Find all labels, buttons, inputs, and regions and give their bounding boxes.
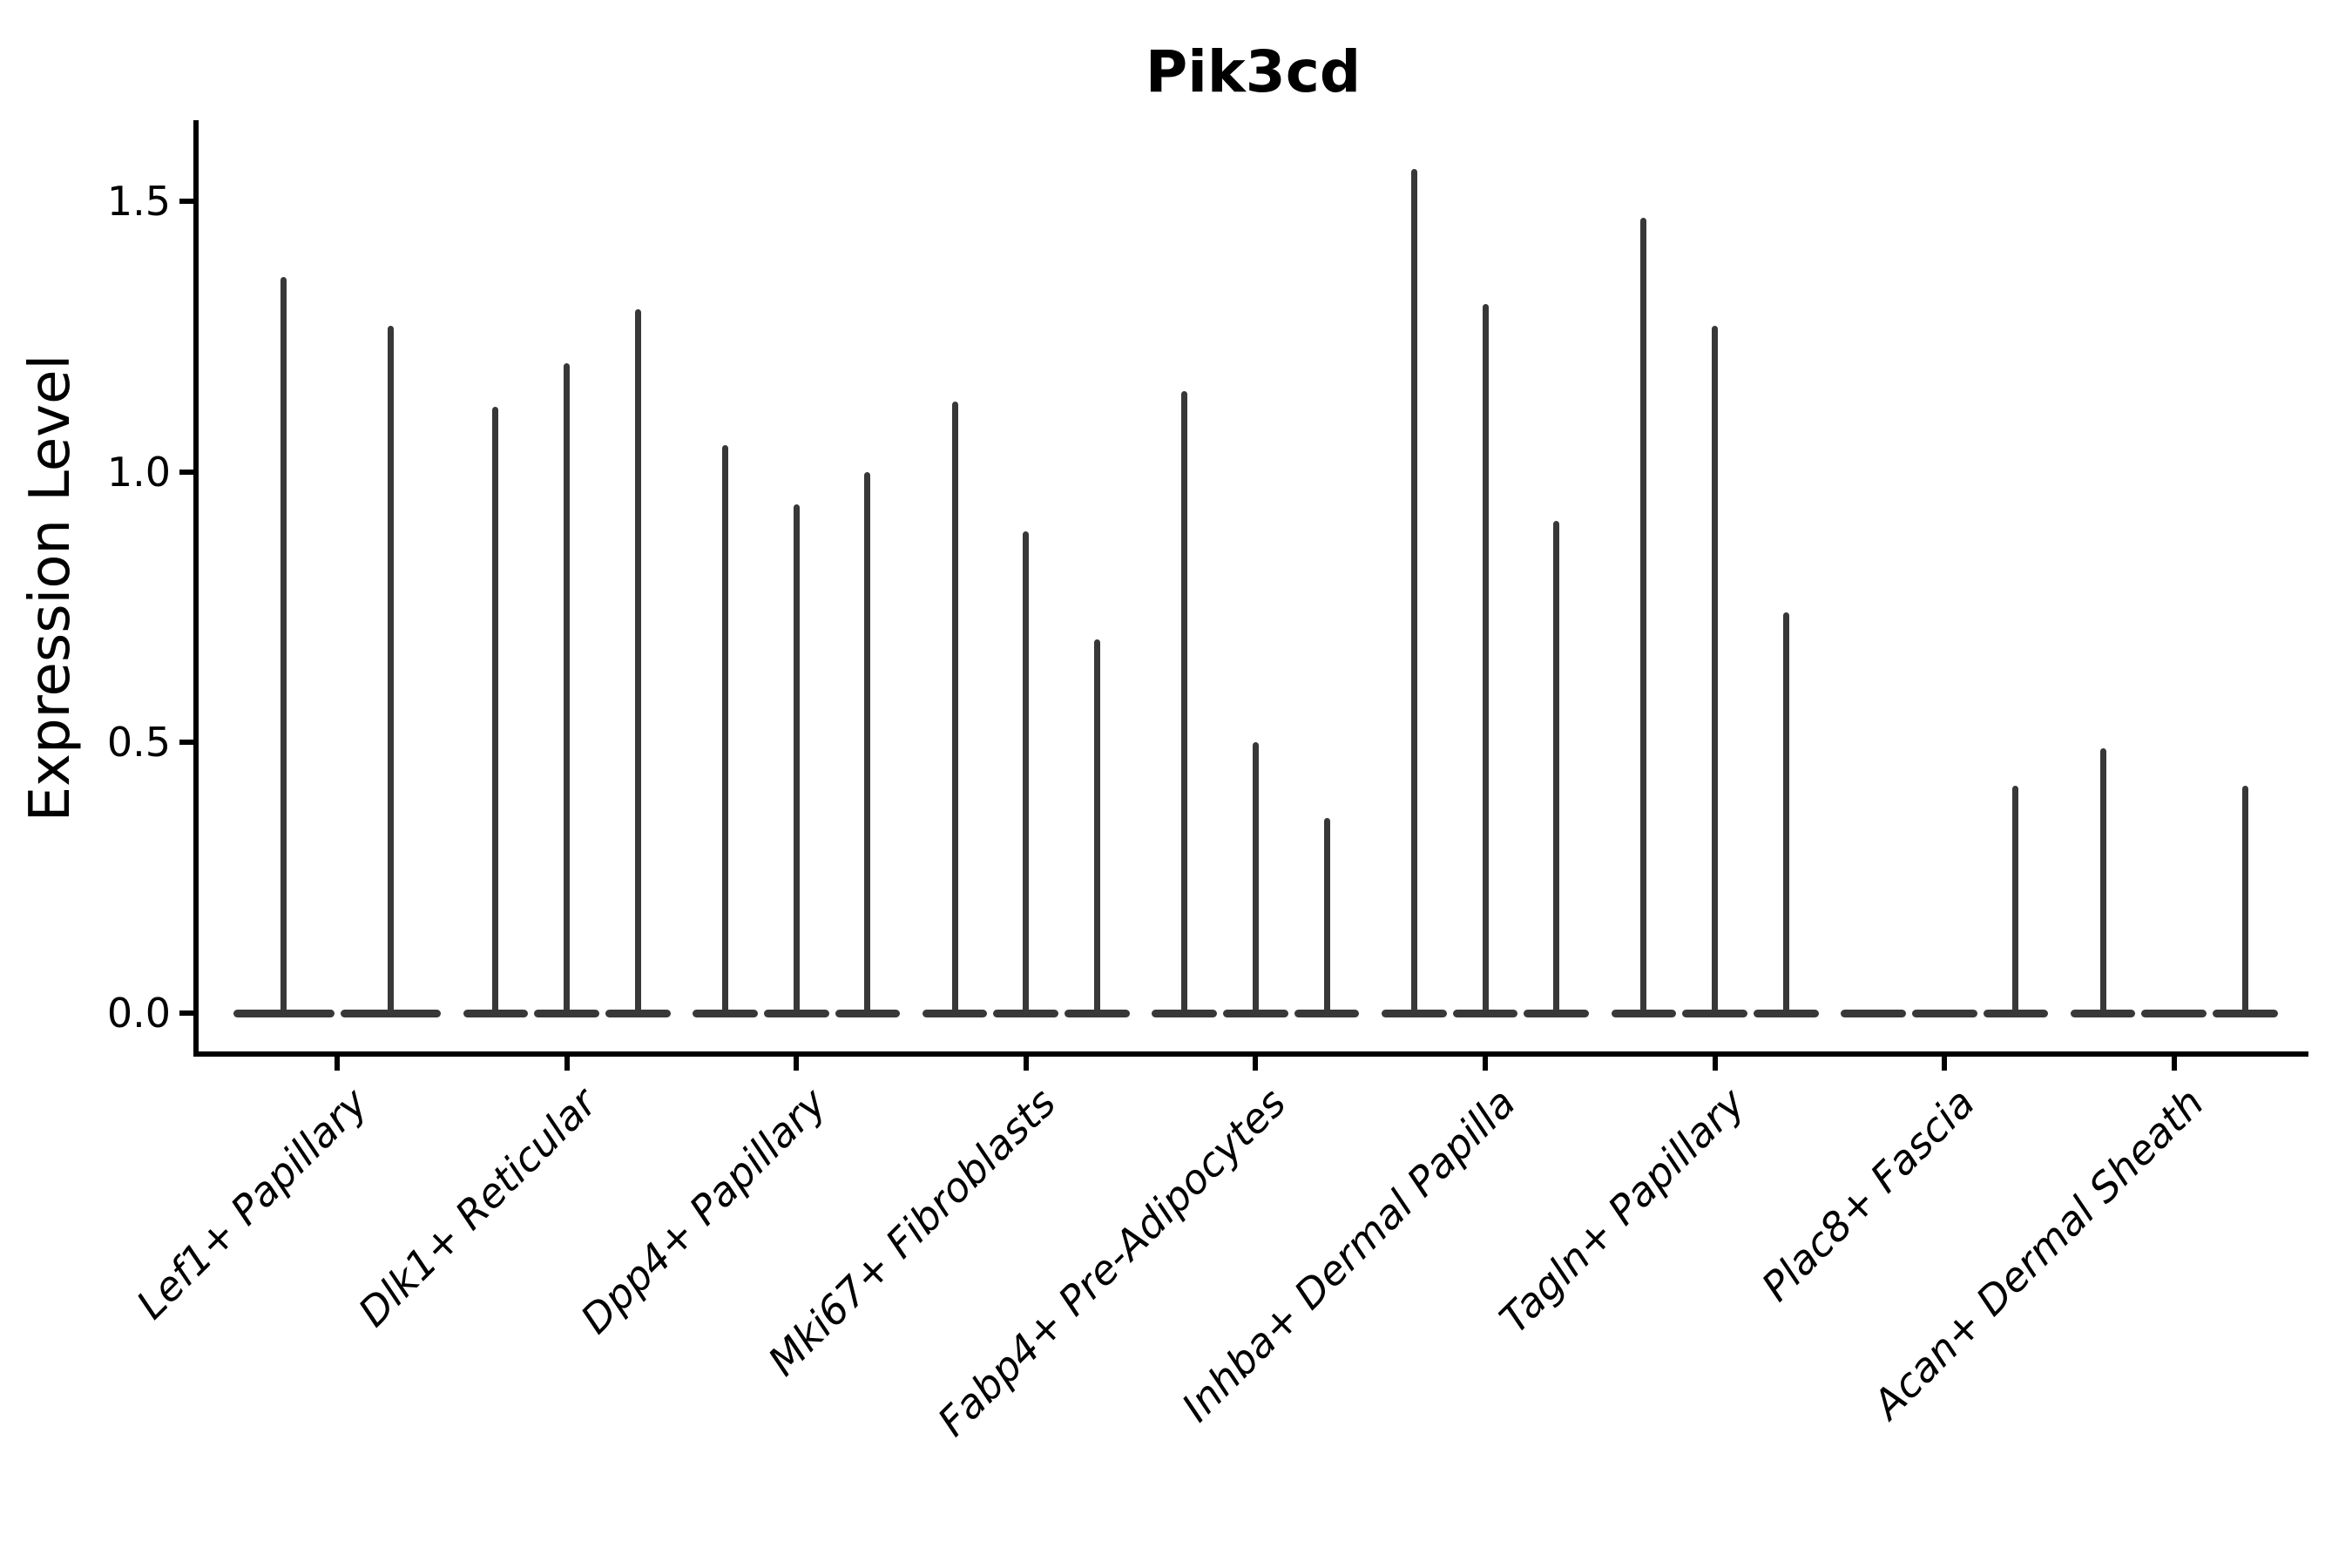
violin-body	[835, 1010, 901, 1017]
y-tick-label: 0.5	[106, 719, 171, 767]
x-tick-mark	[2171, 1057, 2177, 1071]
violin-body	[534, 1010, 599, 1017]
violin-spike	[951, 401, 958, 1016]
violin-spike	[1712, 325, 1719, 1016]
violin-body	[1152, 1010, 1218, 1017]
violin-body	[1682, 1010, 1747, 1017]
y-axis-label: Expression Level	[18, 354, 83, 822]
y-tick-label: 0.0	[106, 990, 171, 1037]
violin-body	[605, 1010, 671, 1017]
violin-spike	[2241, 786, 2248, 1016]
violin-body	[1064, 1010, 1130, 1017]
x-tick-mark	[1942, 1057, 1948, 1071]
violin-spike	[1252, 742, 1259, 1016]
violin-spike	[722, 444, 729, 1016]
y-tick-label: 1.0	[106, 448, 171, 496]
violin-body	[1452, 1010, 1518, 1017]
violin-body	[2070, 1010, 2136, 1017]
y-tick-mark	[179, 740, 193, 746]
violin-body	[1223, 1010, 1288, 1017]
violin-body	[2213, 1010, 2278, 1017]
x-tick-mark	[794, 1057, 800, 1071]
violin-body	[693, 1010, 758, 1017]
violin-spike	[1553, 520, 1560, 1016]
x-category-label: Dlk1+ Reticular	[348, 1078, 606, 1336]
violin-spike	[634, 309, 641, 1016]
y-tick-mark	[179, 199, 193, 205]
violin-body	[1983, 1010, 2049, 1017]
violin-spike	[1782, 612, 1789, 1016]
violin-body	[1841, 1010, 1906, 1017]
x-tick-mark	[1483, 1057, 1488, 1071]
violin-body	[1524, 1010, 1589, 1017]
violin-spike	[2099, 747, 2106, 1016]
violin-body	[1753, 1010, 1819, 1017]
x-tick-mark	[1253, 1057, 1259, 1071]
violin-body	[1611, 1010, 1677, 1017]
x-tick-mark	[564, 1057, 570, 1071]
violin-body	[763, 1010, 829, 1017]
violin-body	[2141, 1010, 2207, 1017]
y-tick-label: 1.5	[106, 178, 171, 226]
plot-title: Pik3cd	[1145, 38, 1362, 105]
violin-spike	[1482, 304, 1489, 1016]
violin-spike	[387, 325, 394, 1016]
violin-spike	[1093, 639, 1100, 1016]
x-category-label: Plac8+ Fascia	[1752, 1078, 1984, 1310]
violin-body	[993, 1010, 1059, 1017]
violin-spike	[1410, 168, 1417, 1016]
violin-spike	[1181, 390, 1188, 1016]
violin-body	[1382, 1010, 1447, 1017]
violin-spike	[2012, 786, 2019, 1016]
violin-spike	[280, 277, 287, 1016]
x-category-label: Lef1+ Papillary	[126, 1078, 376, 1328]
x-category-label: Tagln+ Papillary	[1490, 1078, 1754, 1342]
x-tick-mark	[1712, 1057, 1718, 1071]
violin-body	[463, 1010, 529, 1017]
x-category-label: Dpp4+ Papillary	[571, 1078, 835, 1343]
violin-spike	[492, 407, 499, 1016]
violin-spike	[793, 504, 800, 1016]
violin-spike	[1640, 217, 1647, 1016]
x-tick-mark	[335, 1057, 340, 1071]
violin-body	[922, 1010, 988, 1017]
violin-body	[340, 1010, 441, 1017]
x-axis-spine	[193, 1051, 2308, 1057]
violin-spike	[564, 363, 571, 1016]
violin-body	[1294, 1010, 1360, 1017]
y-axis-spine	[193, 120, 199, 1057]
y-tick-mark	[179, 1010, 193, 1016]
violin-body	[233, 1010, 335, 1017]
violin-body	[1911, 1010, 1977, 1017]
x-tick-mark	[1023, 1057, 1029, 1071]
violin-spike	[1323, 818, 1330, 1016]
violin-spike	[864, 471, 871, 1016]
y-tick-mark	[179, 469, 193, 475]
violin-spike	[1023, 531, 1030, 1016]
